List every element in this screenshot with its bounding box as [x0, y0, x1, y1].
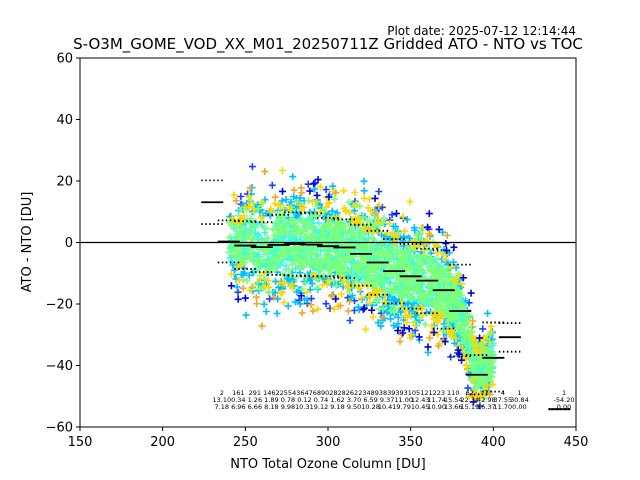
bin-stat-text: 7 [484, 389, 488, 397]
bin-stat-text: 10.31 [295, 403, 314, 411]
bin-stat-text: 1223 [428, 389, 445, 397]
x-tick-label: 150 [68, 435, 93, 450]
bin-stat-text: 2554 [280, 389, 297, 397]
scatter-marker-group [227, 176, 484, 406]
bin-stat-text: 13.66 [444, 403, 463, 411]
scatter-points [225, 163, 497, 410]
bin-statistics-text: 213.107.181610.346.962911.266.6614621.89… [212, 389, 574, 411]
scatter-marker-group [232, 168, 494, 399]
y-axis-ticks: 60 40 20 0 −20 −40 −60 [46, 52, 80, 436]
bin-stat-text: 15.54 [444, 396, 463, 404]
bin-stat-text: 9.37 [380, 396, 394, 404]
bin-stat-text: 0512 [412, 389, 429, 397]
y-axis-label: ATO - NTO [DU] [20, 192, 35, 293]
bin-stat-text: 11.00 [394, 396, 413, 404]
bin-stat-text: 291 [249, 389, 261, 397]
bin-stat-text: 9.98 [281, 403, 295, 411]
bin-stat-text: 15.19 [460, 403, 479, 411]
plot-area: 213.107.181610.346.962911.266.6614621.89… [79, 57, 577, 428]
bin-stat-text: 0.78 [281, 396, 295, 404]
bin-stat-text: 6.66 [248, 403, 262, 411]
bin-stat-text: 9.79 [396, 403, 410, 411]
bin-stat-text: 9.18 [330, 403, 344, 411]
bin-stat-text: 13.10 [212, 396, 231, 404]
bin-stat-text: 12.43 [411, 396, 430, 404]
bin-stat-text: 2828 [329, 389, 346, 397]
plot-date-label: Plot date: 2025-07-12 12:14:44 [387, 24, 576, 38]
bin-stat-text: 0.12 [297, 396, 311, 404]
bin-stat-text: 0.74 [314, 396, 328, 404]
bin-stat-text: 161 [232, 389, 244, 397]
y-tick-label: −20 [46, 298, 73, 313]
bin-stat-text: 62 [466, 389, 474, 397]
bin-stat-text: 0.00 [512, 403, 526, 411]
chart-title: S-O3M_GOME_VOD_XX_M01_20250711Z Gridded … [73, 35, 583, 54]
bin-stat-text: 3489 [362, 389, 379, 397]
bin-stat-text: 9.50 [347, 403, 361, 411]
x-tick-label: 400 [481, 435, 506, 450]
x-axis-ticks: 150 200 250 300 350 400 450 [68, 427, 589, 450]
x-tick-label: 350 [398, 435, 423, 450]
y-tick-label: 20 [56, 175, 73, 190]
x-tick-label: 300 [316, 435, 341, 450]
y-tick-label: 60 [56, 52, 73, 67]
bin-stat-text: 4 [501, 389, 505, 397]
bin-stat-text: 1.89 [264, 396, 278, 404]
bin-stat-text: 9.12 [314, 403, 328, 411]
bin-stat-text: 10.28 [361, 403, 380, 411]
bin-stat-text: 10.41 [378, 403, 397, 411]
bin-stat-text: 10.90 [427, 403, 446, 411]
bin-stat-text: 2 [220, 389, 224, 397]
bin-stat-text: 6.96 [231, 403, 245, 411]
bin-stat-text: 11.74 [427, 396, 446, 404]
bin-stat-text: 16.37 [477, 403, 496, 411]
bin-stat-text: 2622 [346, 389, 363, 397]
bin-stat-text: 110 [447, 389, 459, 397]
x-tick-label: 450 [564, 435, 589, 450]
y-tick-label: 0 [65, 236, 73, 251]
bin-stat-text: 3647 [296, 389, 313, 397]
y-tick-label: −60 [46, 421, 73, 436]
y-tick-label: 40 [56, 113, 73, 128]
bin-stat-text: 8.18 [264, 403, 278, 411]
bin-stat-text: 1 [517, 389, 521, 397]
bin-stat-text: 0.00 [557, 403, 571, 411]
bin-stat-text: 6890 [313, 389, 330, 397]
y-tick-label: −40 [46, 359, 73, 374]
x-tick-label: 200 [150, 435, 175, 450]
bin-stat-text: 1.62 [330, 396, 344, 404]
bin-stat-text: 1 [562, 389, 566, 397]
bin-stat-text: 37.55 [494, 396, 513, 404]
bin-stat-text: 6.59 [363, 396, 377, 404]
bin-stat-text: 3.70 [347, 396, 361, 404]
bin-stat-text: 1462 [263, 389, 280, 397]
bin-stat-text: 3931 [395, 389, 412, 397]
bin-stat-text: 42.98 [477, 396, 496, 404]
bin-stat-text: -54.20 [554, 396, 575, 404]
bin-stat-text: 10.45 [411, 403, 430, 411]
x-axis-label: NTO Total Ozone Column [DU] [230, 457, 426, 472]
bin-stat-text: 3839 [379, 389, 396, 397]
bin-stat-text: 1.26 [248, 396, 262, 404]
bin-stat-text: 0.34 [231, 396, 245, 404]
x-tick-label: 250 [233, 435, 258, 450]
bin-stat-text: 7.18 [215, 403, 229, 411]
bin-stat-text: 22.34 [460, 396, 479, 404]
bin-stat-text: 30.84 [510, 396, 529, 404]
bin-stat-text: 11.70 [494, 403, 513, 411]
bin-statistics-markers [201, 179, 571, 411]
